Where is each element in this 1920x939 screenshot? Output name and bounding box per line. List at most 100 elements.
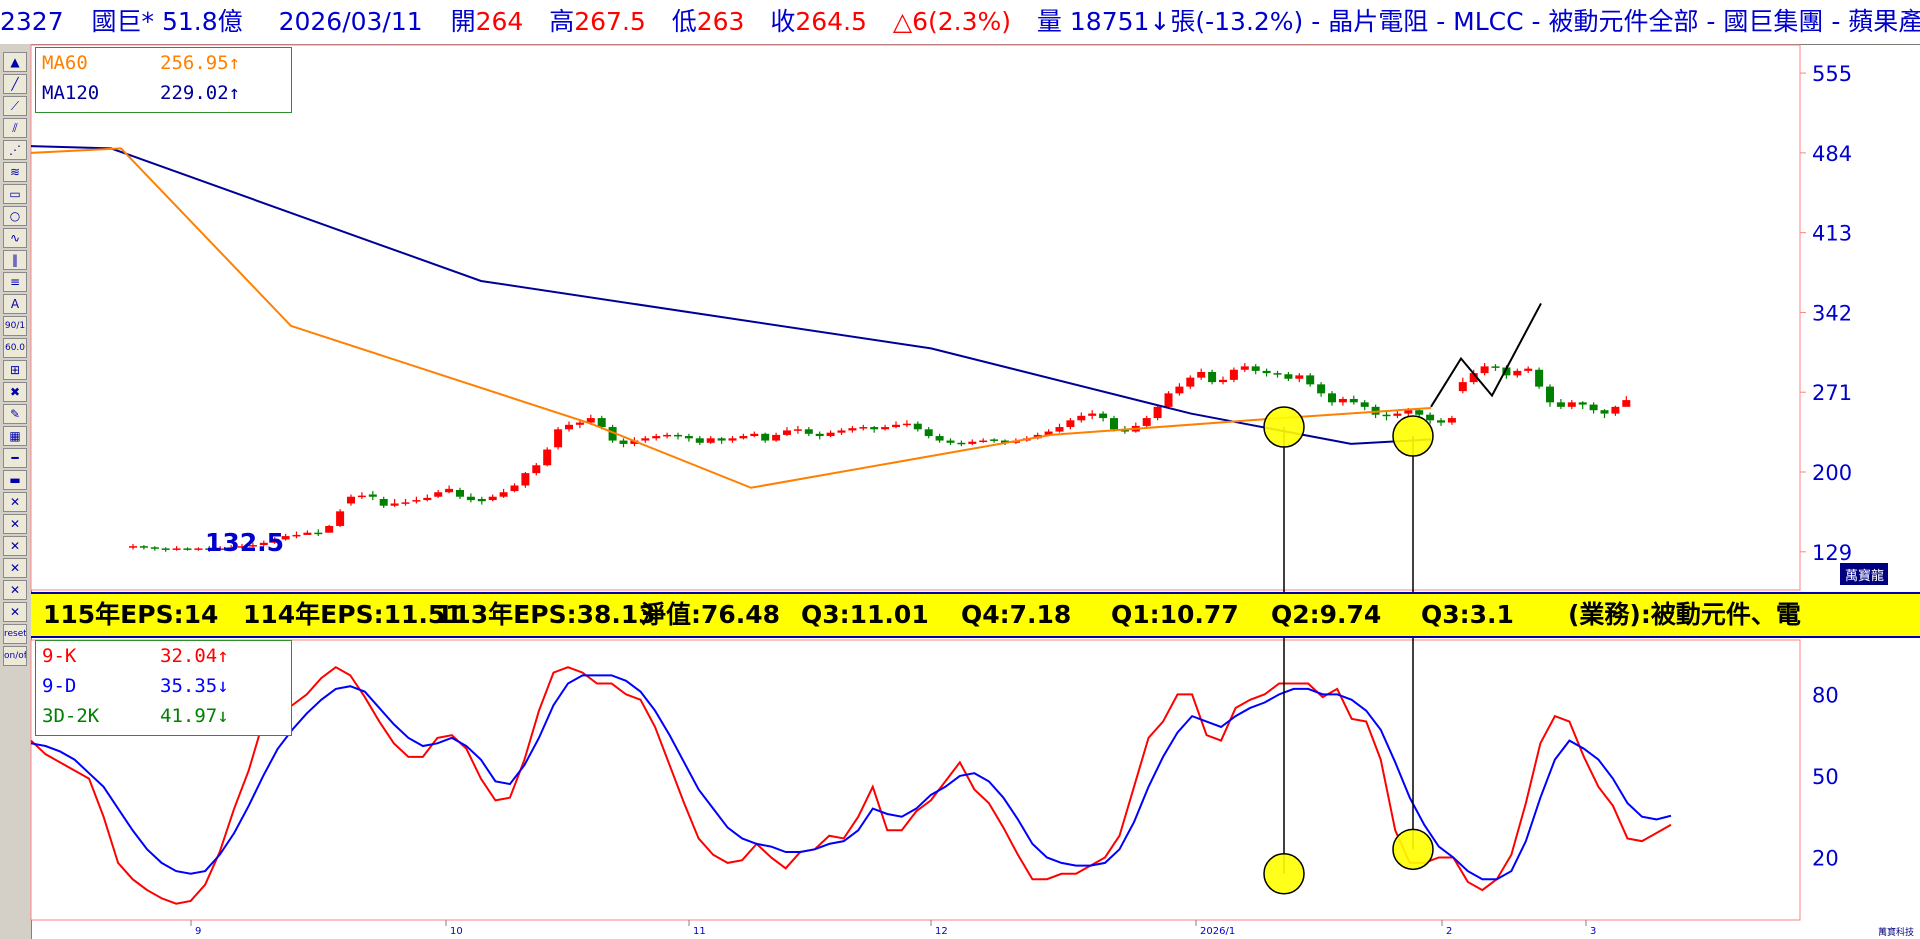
onoff-icon[interactable]: on/off [3,646,27,666]
candle-body [270,539,279,543]
candle [608,424,617,443]
candle-body [1164,393,1173,407]
industry-tags: - 晶片電阻 - MLCC - 被動元件全部 - 國巨集團 - 蘋果產品供 [1303,7,1920,36]
candle [314,529,323,537]
x5-icon[interactable]: ✕ [3,580,27,600]
candle [1273,370,1282,378]
candle-body [368,494,377,497]
candle-body [946,440,955,443]
line-icon[interactable]: ╱ [3,74,27,94]
bar-icon[interactable]: ▬ [3,470,27,490]
price-y-tick: 271 [1812,381,1852,405]
candle-body [597,418,606,428]
candle [892,421,900,429]
candle-body [412,500,421,502]
candle-body [259,542,268,546]
candle-body [510,485,519,492]
x6-icon[interactable]: ✕ [3,602,27,622]
x-tick-label: 3 [1590,926,1596,937]
parallel-icon[interactable]: ⫽ [3,118,27,138]
projection-line [1430,302,1542,408]
ray-icon[interactable]: ⟋ [3,96,27,116]
candle [281,533,290,541]
circle-icon[interactable]: ○ [3,206,27,226]
candle [1437,418,1445,426]
fan-icon[interactable]: ⋰ [3,140,27,160]
candle-body [139,546,148,548]
candle-body [630,440,639,444]
candle [477,496,486,505]
candle [1524,366,1533,374]
candle-body [1589,404,1598,411]
up-arrow-icon[interactable]: ▲ [3,52,27,72]
price-y-tick: 129 [1812,541,1852,565]
candle-body [1491,366,1500,368]
candle-body [1524,368,1533,371]
candle [259,540,268,547]
candle [194,547,203,551]
color-icon[interactable]: ▦ [3,426,27,446]
candle-body [990,439,999,441]
grid-icon[interactable]: ‖ [3,250,27,270]
candle-body [379,498,388,506]
x1-icon[interactable]: ✕ [3,492,27,512]
candle-body [652,436,661,439]
candle [913,421,922,432]
candle-body [804,429,813,434]
angle-icon[interactable]: 90/1 [3,316,27,336]
candle [401,498,410,506]
candle-body [935,436,944,441]
candle-body [1099,413,1108,419]
candle [619,438,628,448]
k2-value: 41.97↓ [160,705,229,727]
low-label: 低 [671,7,697,36]
kd-plot-area [30,639,1801,921]
eps-item: Q3:11.01 [801,600,929,629]
hline-icon[interactable]: ━ [3,448,27,468]
pen-icon[interactable]: ✎ [3,404,27,424]
candle-body [227,547,236,549]
text-icon[interactable]: A [3,294,27,314]
candle-body [815,433,824,437]
x-tick-label: 12 [935,926,948,937]
candle-body [292,534,301,537]
delete-icon[interactable]: ✖ [3,382,27,402]
x4-icon[interactable]: ✕ [3,558,27,578]
candle [1208,369,1217,385]
wave-icon[interactable]: ∿ [3,228,27,248]
candle-body [205,548,214,550]
candle [1426,412,1435,424]
price-plot-area [30,44,1801,591]
rect-icon[interactable]: ▭ [3,184,27,204]
value-icon[interactable]: 60.0 [3,338,27,358]
watermark-text: 萬寶龍 [1845,568,1884,584]
candle-body [1611,406,1620,414]
price-signal-circle [1392,415,1434,457]
candle-body [1480,366,1489,374]
list-icon[interactable]: ≡ [3,272,27,292]
candle [902,420,911,428]
candle [859,424,868,431]
candle-body [1001,440,1009,443]
candle-body [194,548,203,550]
candle-body [1208,372,1217,383]
fan2-icon[interactable]: ≋ [3,162,27,182]
candle-body [216,548,225,550]
candle-body [1393,413,1402,416]
x2-icon[interactable]: ✕ [3,514,27,534]
candle [347,494,355,506]
candle [357,492,366,499]
candle-body [575,422,584,425]
zoom-icon[interactable]: ⊞ [3,360,27,380]
open-value: 264 [475,7,524,36]
reset-icon[interactable]: reset [3,624,27,644]
x3-icon[interactable]: ✕ [3,536,27,556]
kd-signal-circle [1392,828,1434,871]
d-line [30,674,1672,881]
price-y-tick: 200 [1812,461,1852,485]
candle [292,531,301,539]
candle [150,546,159,551]
candle [205,546,214,552]
candle [172,546,181,551]
